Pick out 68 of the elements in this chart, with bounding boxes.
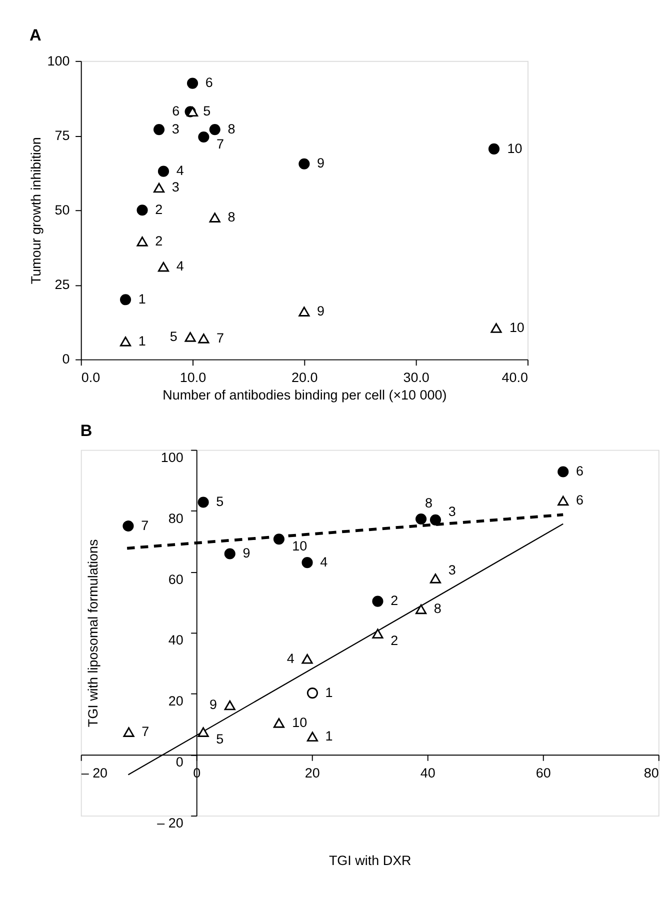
x-tick-label: 60 bbox=[536, 765, 551, 780]
y-tick-label: 50 bbox=[54, 202, 70, 218]
y-tick-label: 75 bbox=[54, 128, 70, 143]
annotation: 10 bbox=[292, 538, 308, 554]
annotation: 6 bbox=[576, 492, 584, 508]
y-axis-title: Tumour growth inhibition bbox=[28, 137, 44, 284]
x-tick-label: 20 bbox=[304, 765, 320, 780]
annotation: 8 bbox=[228, 209, 236, 224]
x-tick-label: 30.0 bbox=[403, 370, 430, 385]
annotation: 7 bbox=[142, 724, 150, 739]
y-tick-label: 80 bbox=[168, 510, 184, 526]
annotation: 10 bbox=[509, 320, 524, 335]
y-tick-label: – 20 bbox=[157, 816, 184, 831]
annotation: 6 bbox=[205, 75, 213, 90]
annotation: 1 bbox=[138, 333, 146, 348]
y-axis-title: TGI with liposomal formulations bbox=[86, 538, 101, 728]
annotation: 4 bbox=[176, 163, 184, 178]
x-tick-label: 20.0 bbox=[292, 370, 318, 385]
annotation: 2 bbox=[390, 593, 398, 608]
x-tick-label: 40 bbox=[420, 765, 436, 780]
annotation: 5 bbox=[216, 732, 224, 747]
annotation: 2 bbox=[390, 633, 398, 648]
annotation: 1 bbox=[325, 728, 333, 744]
annotation: 3 bbox=[172, 121, 180, 136]
annotation: 1 bbox=[325, 684, 333, 700]
x-axis-title: Number of antibodies binding per cell (×10 000) bbox=[162, 387, 447, 402]
annotation: 4 bbox=[176, 258, 184, 274]
annotation: 1 bbox=[138, 292, 146, 306]
annotation: 10 bbox=[507, 140, 522, 156]
annotation: 5 bbox=[170, 328, 178, 344]
annotation: 5 bbox=[203, 104, 211, 119]
annotation: 7 bbox=[141, 518, 149, 533]
annotation: 9 bbox=[317, 303, 325, 318]
y-tick-label: 100 bbox=[47, 53, 70, 68]
chart-title: B bbox=[80, 422, 92, 440]
x-tick-label: – 20 bbox=[81, 765, 108, 780]
annotation: 10 bbox=[292, 714, 308, 730]
x-tick-label: 10.0 bbox=[180, 370, 206, 385]
annotation: 8 bbox=[424, 495, 432, 510]
annotation: 2 bbox=[155, 202, 163, 217]
annotation: 9 bbox=[210, 697, 218, 712]
x-axis-title: TGI with DXR bbox=[328, 853, 412, 868]
annotation: 5 bbox=[216, 494, 224, 510]
x-tick-label: 80 bbox=[644, 765, 659, 780]
y-tick-label: 60 bbox=[168, 572, 184, 587]
annotation: 4 bbox=[286, 650, 295, 666]
y-tick-label: 40 bbox=[168, 632, 184, 648]
y-tick-label: 25 bbox=[54, 277, 70, 292]
x-tick-label: 40.0 bbox=[502, 370, 528, 385]
annotation: 8 bbox=[434, 601, 442, 616]
annotation: 3 bbox=[448, 504, 456, 520]
chart-title: A bbox=[29, 26, 42, 45]
y-tick-label: 0 bbox=[62, 352, 70, 367]
annotation: 3 bbox=[172, 180, 180, 195]
annotation: 8 bbox=[228, 121, 236, 136]
annotation: 6 bbox=[172, 104, 180, 119]
y-tick-label: 20 bbox=[168, 694, 184, 709]
annotation: 7 bbox=[216, 330, 224, 346]
annotation: 3 bbox=[448, 562, 456, 578]
annotation: 9 bbox=[317, 156, 325, 171]
annotation: 6 bbox=[576, 464, 584, 479]
annotation: 2 bbox=[155, 233, 163, 248]
y-tick-label: 100 bbox=[160, 450, 184, 465]
x-tick-label: 0.0 bbox=[81, 370, 100, 385]
annotation: 7 bbox=[216, 136, 224, 152]
annotation: 9 bbox=[242, 546, 250, 561]
annotation: 4 bbox=[320, 554, 328, 570]
y-tick-label: 0 bbox=[176, 754, 184, 770]
